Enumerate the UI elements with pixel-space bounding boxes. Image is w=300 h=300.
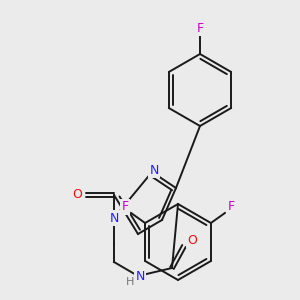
Text: N: N <box>135 269 145 283</box>
Text: N: N <box>149 164 159 176</box>
Text: N: N <box>109 212 119 224</box>
Text: O: O <box>187 233 197 247</box>
Text: H: H <box>126 277 134 287</box>
Text: F: F <box>122 200 129 214</box>
Text: F: F <box>196 22 204 34</box>
Text: F: F <box>227 200 235 214</box>
Text: O: O <box>72 188 82 202</box>
